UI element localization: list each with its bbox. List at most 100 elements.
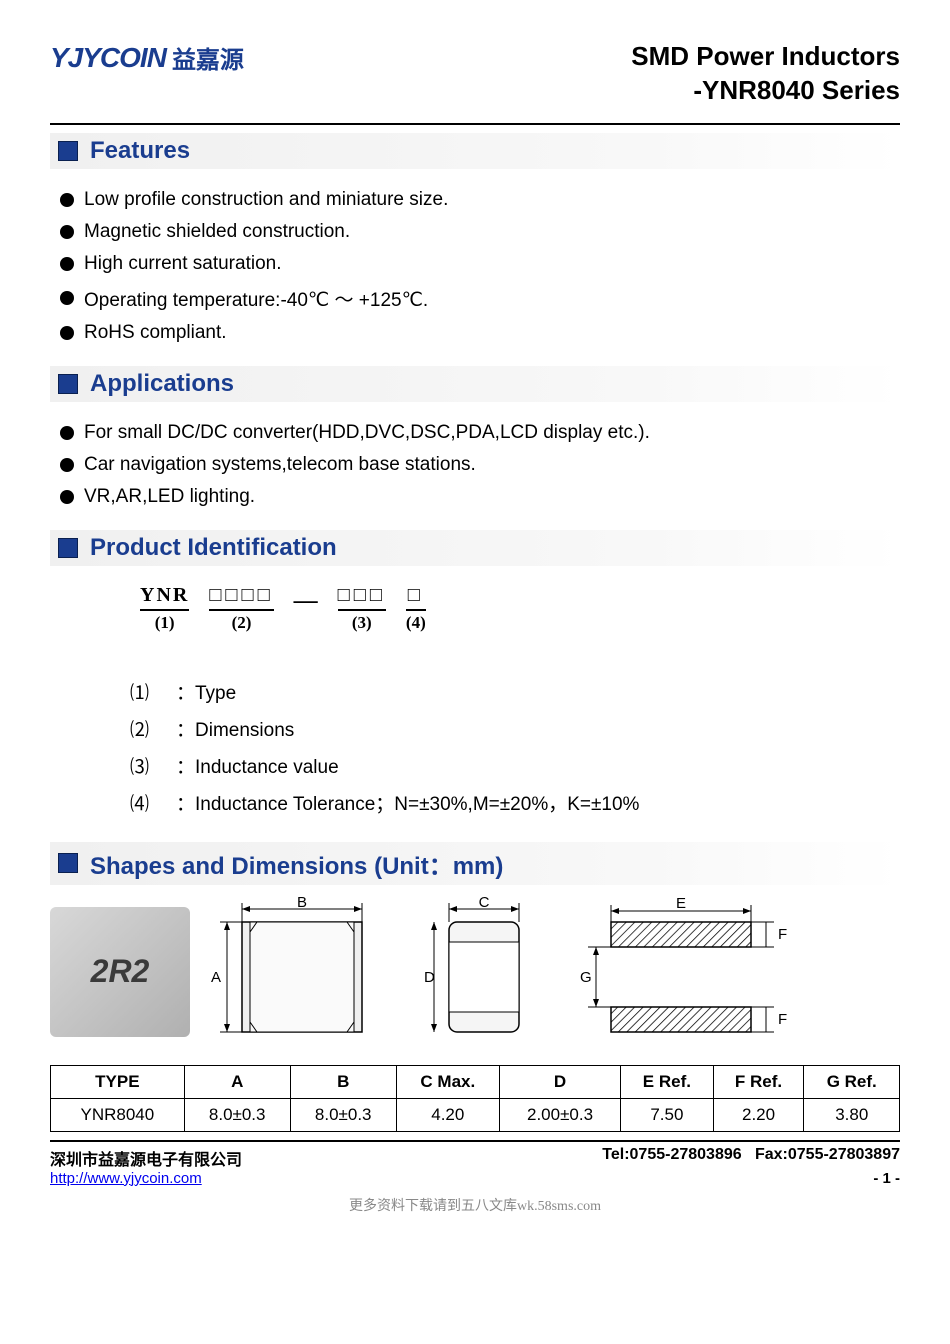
bullet-text: For small DC/DC converter(HDD,DVC,DSC,PD…: [84, 422, 650, 444]
bullet-dot-icon: [60, 193, 74, 207]
footer-company: 深圳市益嘉源电子有限公司: [50, 1146, 242, 1170]
table-header-cell: A: [184, 1065, 290, 1098]
bullet-text: High current saturation.: [84, 253, 282, 275]
pid-legend-text: ：Dimensions: [176, 715, 294, 742]
table-header-cell: B: [290, 1065, 396, 1098]
table-header-row: TYPEABC Max.DE Ref.F Ref.G Ref.: [51, 1065, 900, 1098]
diagram-top-view: B A: [202, 897, 402, 1047]
diagram-footprint: E F F G: [566, 897, 796, 1047]
section-productid-head: Product Identification: [50, 530, 900, 566]
bullet-text: Car navigation systems,telecom base stat…: [84, 454, 476, 476]
pid-legend-num: ⑷: [130, 789, 170, 816]
diagram-side-view: C D: [414, 897, 554, 1047]
bullet-text: Operating temperature:-40℃ ～ +125℃.: [84, 285, 428, 312]
bullet-dot-icon: [60, 426, 74, 440]
pid-legend-row: ⑴：Type: [130, 678, 900, 705]
bullet-text: RoHS compliant.: [84, 322, 227, 344]
section-applications-head: Applications: [50, 366, 900, 402]
bullet-item: Magnetic shielded construction.: [60, 221, 890, 243]
bullet-dot-icon: [60, 257, 74, 271]
footer-contact: Tel:0755-27803896 Fax:0755-27803897: [602, 1146, 900, 1170]
bullet-text: Magnetic shielded construction.: [84, 221, 350, 243]
table-cell: 7.50: [621, 1098, 713, 1131]
title-line2: -YNR8040 Series: [631, 74, 900, 108]
product-id-code: YNR (1) □□□□ (2) — □□□ (3) □ (4): [50, 566, 900, 643]
section-features-head: Features: [50, 133, 900, 169]
dim-label-e: E: [676, 897, 686, 912]
bullet-dot-icon: [60, 490, 74, 504]
table-cell: 8.0±0.3: [184, 1098, 290, 1131]
bullet-dot-icon: [60, 291, 74, 305]
photo-label: 2R2: [91, 953, 150, 990]
bullet-item: High current saturation.: [60, 253, 890, 275]
bullet-dot-icon: [60, 225, 74, 239]
page-header: YJYCOIN 益嘉源 SMD Power Inductors -YNR8040…: [50, 40, 900, 108]
pid-legend-row: ⑷：Inductance Tolerance；N=±30%,M=±20%，K=±…: [130, 789, 900, 816]
pid-legend-text: ：Inductance value: [176, 752, 339, 779]
pid-legend-num: ⑶: [130, 752, 170, 779]
table-header-cell: G Ref.: [804, 1065, 900, 1098]
watermark-text: 更多资料下载请到五八文库wk.58sms.com: [50, 1195, 900, 1215]
logo-en: YJYCOIN: [50, 42, 166, 74]
pid-legend-num: ⑴: [130, 678, 170, 705]
bullet-text: Low profile construction and miniature s…: [84, 189, 448, 211]
table-cell: 2.00±0.3: [499, 1098, 620, 1131]
table-cell: 2.20: [713, 1098, 804, 1131]
pid-dash: —: [294, 588, 318, 633]
page-number: - 1 -: [873, 1170, 900, 1187]
dim-label-d: D: [424, 969, 435, 986]
product-id-legend: ⑴：Type⑵：Dimensions⑶：Inductance value⑷：In…: [50, 643, 900, 836]
section-marker-icon: [58, 374, 78, 394]
header-divider: [50, 123, 900, 125]
dim-label-g: G: [580, 969, 592, 986]
table-header-cell: TYPE: [51, 1065, 185, 1098]
table-header-cell: E Ref.: [621, 1065, 713, 1098]
section-shapes-head: Shapes and Dimensions (Unit：mm): [50, 842, 900, 885]
pid-legend-row: ⑶：Inductance value: [130, 752, 900, 779]
dim-label-c: C: [479, 897, 490, 911]
pid-legend-text: ：Type: [176, 678, 236, 705]
pid-legend-row: ⑵：Dimensions: [130, 715, 900, 742]
bullet-item: Low profile construction and miniature s…: [60, 189, 890, 211]
pid-legend-text: ：Inductance Tolerance；N=±30%,M=±20%，K=±1…: [176, 789, 639, 816]
footer-url[interactable]: http://www.yjycoin.com: [50, 1170, 202, 1187]
features-list: Low profile construction and miniature s…: [50, 169, 900, 360]
bullet-item: Operating temperature:-40℃ ～ +125℃.: [60, 285, 890, 312]
pid-part-1: YNR (1): [140, 584, 189, 633]
bullet-item: VR,AR,LED lighting.: [60, 486, 890, 508]
doc-title: SMD Power Inductors -YNR8040 Series: [631, 40, 900, 108]
section-applications-title: Applications: [90, 370, 234, 398]
applications-list: For small DC/DC converter(HDD,DVC,DSC,PD…: [50, 402, 900, 524]
page-footer-sub: http://www.yjycoin.com - 1 -: [50, 1170, 900, 1187]
section-shapes-title: Shapes and Dimensions (Unit：mm): [90, 846, 503, 881]
section-productid-title: Product Identification: [90, 534, 337, 562]
section-marker-icon: [58, 538, 78, 558]
pid-part-4: □ (4): [406, 584, 426, 633]
pid-legend-num: ⑵: [130, 715, 170, 742]
title-line1: SMD Power Inductors: [631, 40, 900, 74]
table-cell: 3.80: [804, 1098, 900, 1131]
logo-cn: 益嘉源: [172, 40, 244, 75]
bullet-dot-icon: [60, 458, 74, 472]
logo: YJYCOIN 益嘉源: [50, 40, 244, 75]
bullet-item: For small DC/DC converter(HDD,DVC,DSC,PD…: [60, 422, 890, 444]
table-header-cell: D: [499, 1065, 620, 1098]
dimension-diagrams: 2R2 B A C D: [50, 885, 900, 1059]
bullet-dot-icon: [60, 326, 74, 340]
pid-part-2: □□□□ (2): [209, 584, 273, 633]
table-cell: 4.20: [396, 1098, 499, 1131]
bullet-text: VR,AR,LED lighting.: [84, 486, 255, 508]
table-cell: YNR8040: [51, 1098, 185, 1131]
table-header-cell: F Ref.: [713, 1065, 804, 1098]
bullet-item: Car navigation systems,telecom base stat…: [60, 454, 890, 476]
pid-part-3: □□□ (3): [338, 584, 386, 633]
product-photo: 2R2: [50, 907, 190, 1037]
page-footer: 深圳市益嘉源电子有限公司 Tel:0755-27803896 Fax:0755-…: [50, 1140, 900, 1170]
section-marker-icon: [58, 853, 78, 873]
dim-label-f2: F: [778, 1011, 787, 1028]
bullet-item: RoHS compliant.: [60, 322, 890, 344]
table-row: YNR80408.0±0.38.0±0.34.202.00±0.37.502.2…: [51, 1098, 900, 1131]
dim-label-f: F: [778, 926, 787, 943]
dim-label-b: B: [297, 897, 307, 911]
dim-label-a: A: [211, 969, 221, 986]
